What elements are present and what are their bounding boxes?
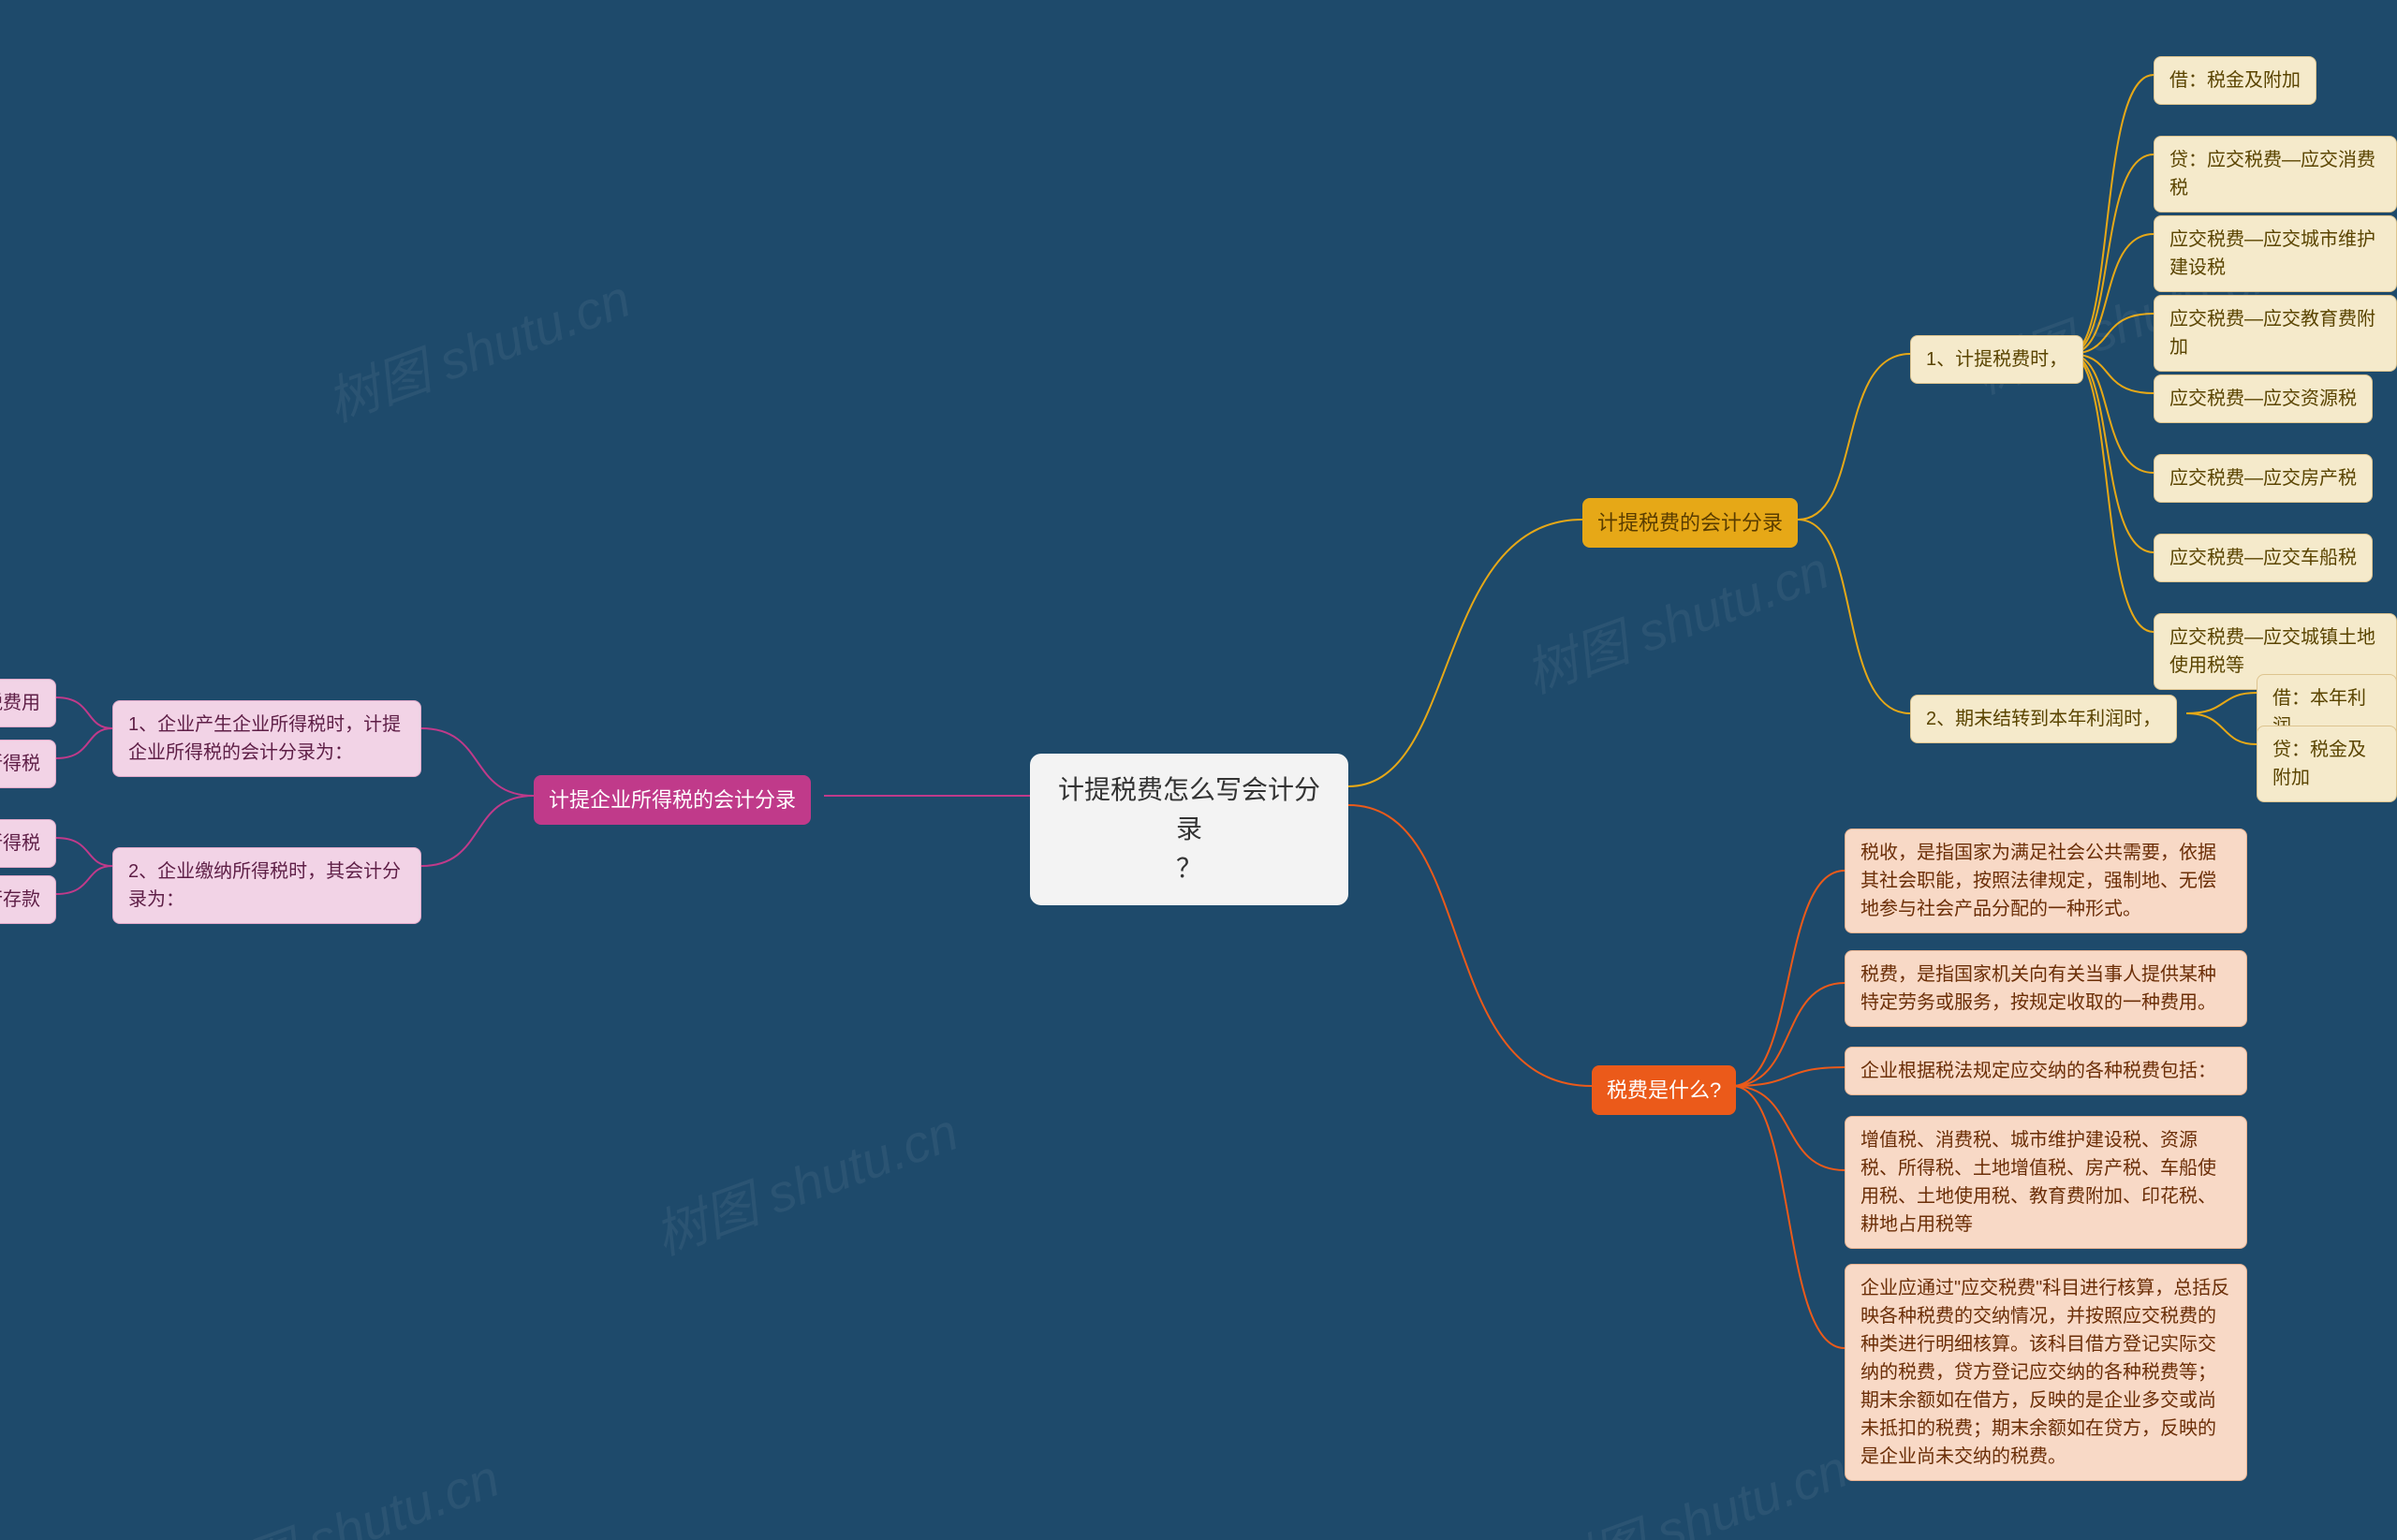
b1-s2-leaf-1[interactable]: 贷：税金及附加 [2257,726,2397,802]
leaf-text: 企业根据税法规定应交纳的各种税费包括： [1860,1057,2216,1085]
edge-s1-0 [2069,75,2154,354]
leaf-text: 贷：应交税费—应交消费税 [2169,146,2381,202]
b1-s1-leaf-2[interactable]: 应交税费—应交城市维护建设税 [2154,215,2397,292]
branch-2-label: 税费是什么? [1607,1075,1721,1106]
edge-b3s2-1 [56,866,112,894]
root-label: 计提税费怎么写会计分录 ？ [1056,770,1322,888]
edge-b1-s2 [1798,520,1910,713]
edge-s1-7 [2069,354,2154,632]
b2-leaf-0[interactable]: 税收，是指国家为满足社会公共需要，依据其社会职能，按照法律规定，强制地、无偿地参… [1845,829,2247,933]
b1-s1-leaf-6[interactable]: 应交税费—应交车船税 [2154,534,2373,582]
root-node[interactable]: 计提税费怎么写会计分录 ？ [1030,754,1348,905]
branch-3-label: 计提企业所得税的会计分录 [549,785,796,815]
edge-b3-s1 [421,728,534,796]
b1-s1-leaf-3[interactable]: 应交税费—应交教育费附加 [2154,295,2397,372]
edge-b2-0 [1732,871,1845,1086]
edge-b2-1 [1732,983,1845,1086]
b1-s1-leaf-0[interactable]: 借：税金及附加 [2154,56,2316,105]
b3-s1[interactable]: 1、企业产生企业所得税时，计提企业所得税的会计分录为： [112,700,421,777]
edge-b2-3 [1732,1086,1845,1170]
leaf-text: 借：税金及附加 [2169,66,2301,95]
branch-1-label: 计提税费的会计分录 [1597,507,1783,538]
b1-s1-leaf-5[interactable]: 应交税费—应交房产税 [2154,454,2373,503]
b1-s1-leaf-1[interactable]: 贷：应交税费—应交消费税 [2154,136,2397,213]
leaf-text: 贷：税金及附加 [2272,736,2381,792]
b3-s2-label: 2、企业缴纳所得税时，其会计分录为： [128,858,405,914]
edge-b3-s2 [421,796,534,866]
leaf-text: 增值税、消费税、城市维护建设税、资源税、所得税、土地增值税、房产税、车船使用税、… [1860,1126,2231,1239]
branch-3[interactable]: 计提企业所得税的会计分录 [534,775,811,825]
edge-b3s1-1 [56,728,112,758]
branch-1[interactable]: 计提税费的会计分录 [1582,498,1798,548]
b3-s1-label: 1、企业产生企业所得税时，计提企业所得税的会计分录为： [128,711,405,767]
b1-s1-label: 1、计提税费时， [1926,345,2067,374]
leaf-text: 企业应通过"应交税费"科目进行核算，总括反映各种税费的交纳情况，并按照应交税费的… [1860,1274,2231,1471]
edge-b3s2-0 [56,838,112,866]
branch-2[interactable]: 税费是什么? [1592,1065,1736,1115]
b2-leaf-2[interactable]: 企业根据税法规定应交纳的各种税费包括： [1845,1047,2247,1095]
edge-s2-0 [2186,693,2257,713]
edge-s2-1 [2186,713,2257,744]
leaf-text: 应交税费—应交资源税 [2169,385,2357,413]
leaf-text: 应交税费—应交房产税 [2169,464,2357,492]
leaf-text: 借：应交税费—应交所得税 [0,829,40,858]
b1-s1-leaf-4[interactable]: 应交税费—应交资源税 [2154,374,2373,423]
leaf-text: 贷：银行存款 [0,886,40,914]
b3-s2-leaf-0[interactable]: 借：应交税费—应交所得税 [0,819,56,868]
b3-s1-leaf-1[interactable]: 贷：应交税费—应交所得税 [0,740,56,788]
leaf-text: 借：所得税费用 [0,689,40,717]
edge-root-b1 [1348,520,1582,786]
mindmap-canvas: 树图 shutu.cn 树图 shutu.cn 树图 shutu.cn 树图 s… [0,0,2397,1540]
leaf-text: 应交税费—应交城镇土地使用税等 [2169,623,2381,680]
b3-s2[interactable]: 2、企业缴纳所得税时，其会计分录为： [112,847,421,924]
leaf-text: 应交税费—应交车船税 [2169,544,2357,572]
edge-s1-2 [2069,234,2154,354]
leaf-text: 应交税费—应交城市维护建设税 [2169,226,2381,282]
b2-leaf-3[interactable]: 增值税、消费税、城市维护建设税、资源税、所得税、土地增值税、房产税、车船使用税、… [1845,1116,2247,1249]
b2-leaf-1[interactable]: 税费，是指国家机关向有关当事人提供某种特定劳务或服务，按规定收取的一种费用。 [1845,950,2247,1027]
leaf-text: 贷：应交税费—应交所得税 [0,750,40,778]
edge-b1-s1 [1798,354,1910,520]
leaf-text: 应交税费—应交教育费附加 [2169,305,2381,361]
edge-root-b2 [1348,805,1592,1086]
b1-s2[interactable]: 2、期末结转到本年利润时， [1910,695,2177,743]
b3-s1-leaf-0[interactable]: 借：所得税费用 [0,679,56,727]
b3-s2-leaf-1[interactable]: 贷：银行存款 [0,875,56,924]
b2-leaf-4[interactable]: 企业应通过"应交税费"科目进行核算，总括反映各种税费的交纳情况，并按照应交税费的… [1845,1264,2247,1481]
b1-s2-label: 2、期末结转到本年利润时， [1926,705,2161,733]
edge-b3s1-0 [56,697,112,728]
edge-b2-4 [1732,1086,1845,1348]
leaf-text: 税费，是指国家机关向有关当事人提供某种特定劳务或服务，按规定收取的一种费用。 [1860,961,2231,1017]
b1-s1[interactable]: 1、计提税费时， [1910,335,2083,384]
leaf-text: 税收，是指国家为满足社会公共需要，依据其社会职能，按照法律规定，强制地、无偿地参… [1860,839,2231,923]
